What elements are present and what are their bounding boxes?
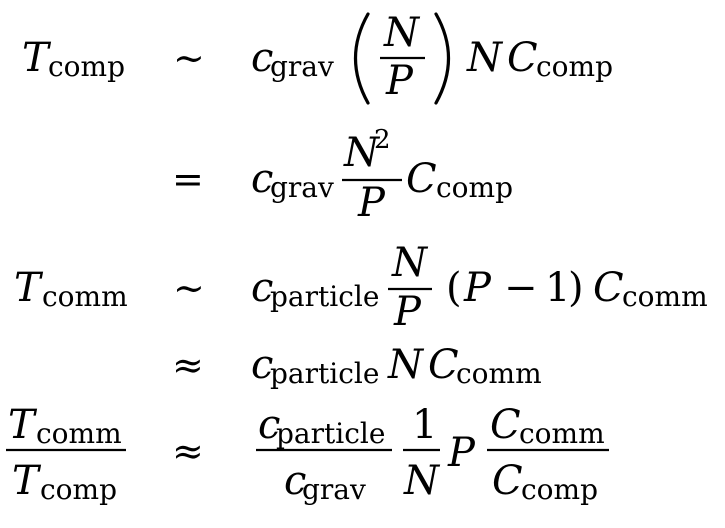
denominator-C: C (492, 458, 523, 504)
symbol-C: C (507, 35, 538, 81)
symbol-N: N (466, 35, 504, 81)
subscript-particle: particle (270, 357, 379, 390)
numerator-T: T (8, 402, 38, 448)
symbol-P: P (463, 265, 492, 311)
denominator-c: c (284, 458, 306, 504)
subscript-comp: comp (536, 50, 613, 83)
row-3: T comm ∼ c particle N P ( P − 1 ) C comm (14, 240, 708, 335)
big-left-paren (353, 12, 370, 105)
symbol-N: N (387, 342, 425, 388)
symbol-C: C (406, 156, 437, 202)
subscript-comp: comp (436, 171, 513, 204)
relation-approx: ≈ (172, 343, 204, 387)
number-1: 1 (545, 265, 570, 311)
denominator-T: T (12, 458, 42, 504)
numerator-c: c (258, 402, 280, 448)
numerator-N: N (383, 10, 421, 56)
relation-sim: ∼ (173, 36, 205, 80)
subscript-comp: comp (48, 50, 125, 83)
subscript-particle: particle (270, 280, 379, 313)
minus-sign: − (504, 265, 538, 311)
symbol-c: c (251, 265, 273, 311)
numerator-N: N (391, 240, 429, 286)
right-paren: ) (568, 265, 584, 311)
big-right-paren (434, 12, 451, 105)
relation-eq: = (172, 157, 204, 201)
symbol-T: T (22, 35, 52, 81)
row-4: ≈ c particle N C comm (172, 342, 542, 390)
denominator-P: P (393, 289, 422, 335)
denominator-N: N (403, 458, 441, 504)
row-2: = c grav N 2 P C comp (172, 125, 513, 226)
symbol-T: T (14, 265, 44, 311)
relation-approx: ≈ (172, 429, 204, 473)
subscript-grav: grav (270, 171, 334, 204)
symbol-c: c (251, 342, 273, 388)
subscript-particle: particle (276, 417, 385, 450)
subscript-comp: comp (521, 473, 598, 506)
left-paren: ( (446, 265, 462, 311)
numerator-N: N (343, 130, 381, 176)
symbol-c: c (251, 35, 273, 81)
symbol-C: C (593, 265, 624, 311)
subscript-grav: grav (302, 473, 366, 506)
relation-sim: ∼ (173, 266, 205, 310)
symbol-c: c (251, 156, 273, 202)
subscript-comm: comm (456, 357, 542, 390)
row-5: T comm T comp ≈ c particle c grav 1 N P … (6, 402, 609, 506)
subscript-comm: comm (36, 417, 122, 450)
subscript-grav: grav (270, 50, 334, 83)
symbol-P: P (447, 430, 476, 476)
subscript-comm: comm (42, 280, 128, 313)
subscript-comm: comm (622, 280, 708, 313)
numerator-1: 1 (412, 402, 437, 448)
symbol-C: C (428, 342, 459, 388)
denominator-P: P (385, 58, 414, 104)
denominator-P: P (357, 180, 386, 226)
subscript-comm: comm (519, 417, 605, 450)
numerator-C: C (490, 402, 521, 448)
superscript-2: 2 (374, 125, 391, 155)
subscript-comp: comp (40, 473, 117, 506)
row-1: T comp ∼ c grav N P N C comp (22, 10, 613, 105)
